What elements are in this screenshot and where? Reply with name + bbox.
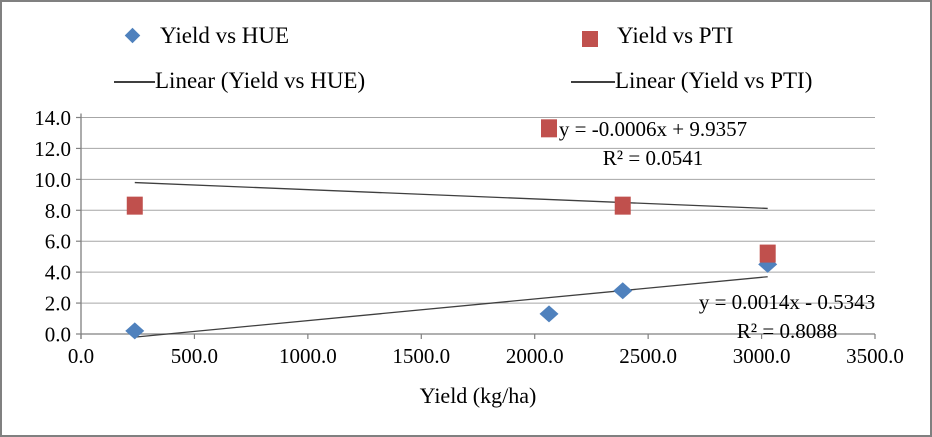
data-point-hue bbox=[758, 255, 778, 273]
legend-label-pti-linear: Linear (Yield vs PTI) bbox=[615, 68, 813, 93]
hue-r2-text: R² = 0.8088 bbox=[736, 319, 838, 343]
data-point-hue bbox=[125, 322, 145, 340]
hue-trendline-annotation: y = 0.0014x - 0.5343 R² = 0.8088 bbox=[642, 288, 932, 346]
data-point-pti bbox=[126, 196, 143, 215]
y-tick-label: 4.0 bbox=[45, 261, 71, 285]
legend-label-pti: Yield vs PTI bbox=[617, 23, 734, 48]
pti-square-marker-icon bbox=[582, 31, 598, 47]
y-tick-label: 14.0 bbox=[34, 106, 71, 130]
x-axis-title: Yield (kg/ha) bbox=[419, 383, 537, 408]
x-tick-label: 500.0 bbox=[171, 344, 218, 368]
trendline-pti bbox=[134, 181, 768, 210]
hue-trendline-legend-icon bbox=[114, 81, 155, 83]
y-tick-label: 8.0 bbox=[45, 199, 71, 223]
pti-trendline-annotation: y = -0.0006x + 9.9357 R² = 0.0541 bbox=[493, 115, 813, 173]
x-tick-label: 3000.0 bbox=[733, 344, 791, 368]
data-point-hue bbox=[539, 305, 559, 323]
y-tick-label: 6.0 bbox=[45, 230, 71, 254]
x-tick-label: 1000.0 bbox=[279, 344, 337, 368]
y-tick-label: 2.0 bbox=[45, 292, 71, 316]
trendline-hue bbox=[134, 276, 768, 338]
y-tick-label: 0.0 bbox=[45, 323, 71, 347]
data-point-hue bbox=[613, 282, 633, 300]
x-tick-label: 0.0 bbox=[68, 344, 94, 368]
x-tick-label: 2500.0 bbox=[619, 344, 677, 368]
pti-r2-text: R² = 0.0541 bbox=[602, 146, 704, 170]
data-point-pti bbox=[614, 196, 631, 215]
y-tick-label: 10.0 bbox=[34, 168, 71, 192]
x-tick-label: 1500.0 bbox=[392, 344, 450, 368]
y-tick-label: 12.0 bbox=[34, 137, 71, 161]
pti-equation-text: y = -0.0006x + 9.9357 bbox=[558, 117, 748, 141]
x-tick-label: 2000.0 bbox=[506, 344, 564, 368]
legend-label-hue-linear: Linear (Yield vs HUE) bbox=[155, 68, 366, 93]
x-tick-label: 3500.0 bbox=[846, 344, 904, 368]
data-point-pti bbox=[759, 244, 776, 263]
hue-equation-text: y = 0.0014x - 0.5343 bbox=[698, 290, 876, 314]
legend-label-hue: Yield vs HUE bbox=[160, 23, 290, 48]
pti-trendline-legend-icon bbox=[571, 81, 615, 83]
data-point-pti bbox=[541, 119, 558, 138]
